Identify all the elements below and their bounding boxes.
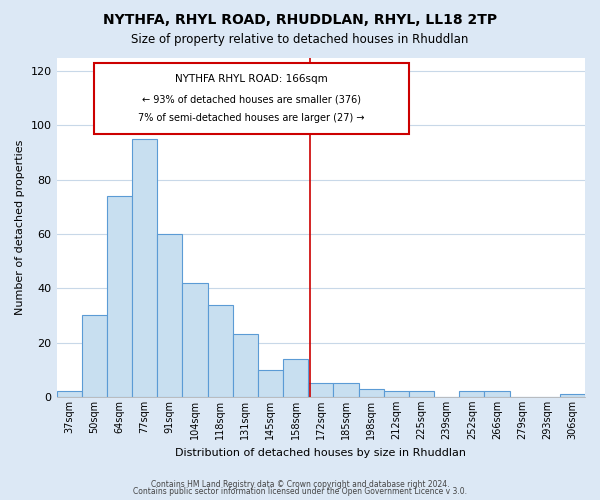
Text: 7% of semi-detached houses are larger (27) →: 7% of semi-detached houses are larger (2… <box>139 113 365 123</box>
Text: Size of property relative to detached houses in Rhuddlan: Size of property relative to detached ho… <box>131 32 469 46</box>
Bar <box>484 392 509 397</box>
Text: ← 93% of detached houses are smaller (376): ← 93% of detached houses are smaller (37… <box>142 94 361 104</box>
Bar <box>334 384 359 397</box>
Bar <box>283 359 308 397</box>
Bar <box>409 392 434 397</box>
Bar <box>459 392 484 397</box>
Bar <box>56 392 82 397</box>
Bar <box>82 316 107 397</box>
Text: Contains HM Land Registry data © Crown copyright and database right 2024.: Contains HM Land Registry data © Crown c… <box>151 480 449 489</box>
Bar <box>233 334 258 397</box>
Bar <box>308 384 334 397</box>
Bar <box>258 370 283 397</box>
Text: NYTHFA RHYL ROAD: 166sqm: NYTHFA RHYL ROAD: 166sqm <box>175 74 328 84</box>
Bar <box>182 283 208 397</box>
Bar <box>359 388 383 397</box>
Text: Contains public sector information licensed under the Open Government Licence v : Contains public sector information licen… <box>133 487 467 496</box>
Bar <box>107 196 132 397</box>
Text: NYTHFA, RHYL ROAD, RHUDDLAN, RHYL, LL18 2TP: NYTHFA, RHYL ROAD, RHUDDLAN, RHYL, LL18 … <box>103 12 497 26</box>
Y-axis label: Number of detached properties: Number of detached properties <box>15 140 25 315</box>
Bar <box>383 392 409 397</box>
FancyBboxPatch shape <box>94 63 409 134</box>
Bar <box>560 394 585 397</box>
X-axis label: Distribution of detached houses by size in Rhuddlan: Distribution of detached houses by size … <box>175 448 466 458</box>
Bar <box>157 234 182 397</box>
Bar <box>208 304 233 397</box>
Bar <box>132 139 157 397</box>
